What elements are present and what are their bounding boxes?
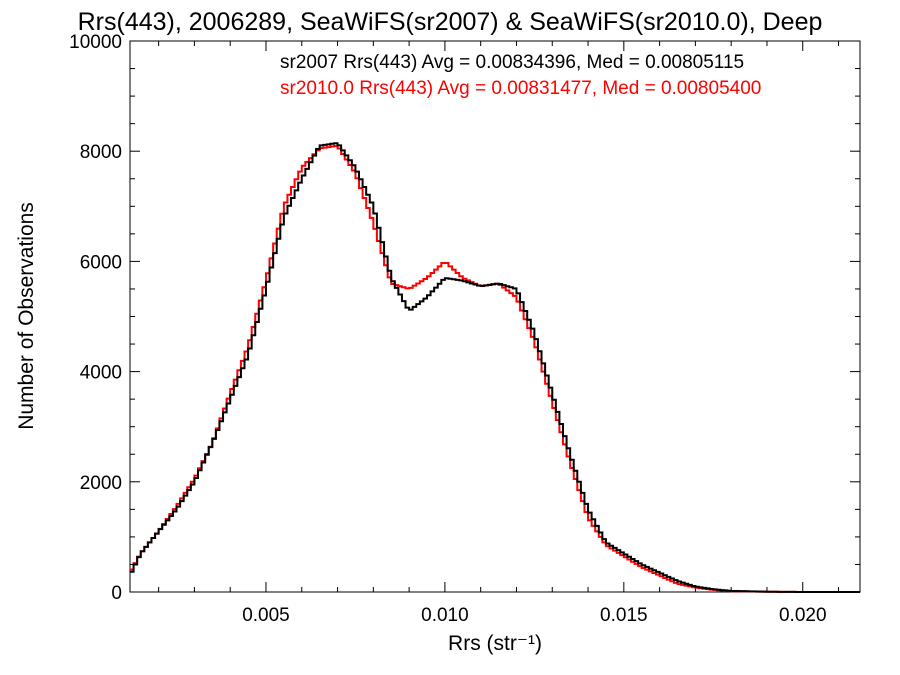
x-tick-label: 0.015 xyxy=(600,605,648,626)
y-axis-title: Number of Observations xyxy=(15,202,38,430)
x-tick-label: 0.010 xyxy=(421,605,469,626)
y-tick-label: 10000 xyxy=(69,32,122,53)
y-tick-label: 6000 xyxy=(80,252,122,273)
x-tick-label: 0.005 xyxy=(242,605,290,626)
y-tick-label: 0 xyxy=(111,583,122,604)
legend-entry-sr2007: sr2007 Rrs(443) Avg = 0.00834396, Med = … xyxy=(280,52,744,73)
chart-title: Rrs(443), 2006289, SeaWiFS(sr2007) & Sea… xyxy=(78,8,823,36)
y-tick-label: 4000 xyxy=(80,363,122,384)
series-sr2010-line xyxy=(130,144,860,593)
axis-ticks: 0.005 0.010 0.015 0.020 0 2000 4000 6000 8000 100… xyxy=(69,32,860,626)
series-sr2007-line xyxy=(130,142,860,593)
y-tick-label: 2000 xyxy=(80,473,122,494)
x-axis-title: Rrs (str⁻¹) xyxy=(448,632,542,655)
x-tick-label: 0.020 xyxy=(779,605,827,626)
plot-frame xyxy=(129,40,861,593)
y-tick-label: 8000 xyxy=(80,142,122,163)
plot-border xyxy=(129,40,861,593)
legend-entry-sr2010: sr2010.0 Rrs(443) Avg = 0.00831477, Med … xyxy=(280,78,761,99)
series-layer xyxy=(130,142,860,593)
